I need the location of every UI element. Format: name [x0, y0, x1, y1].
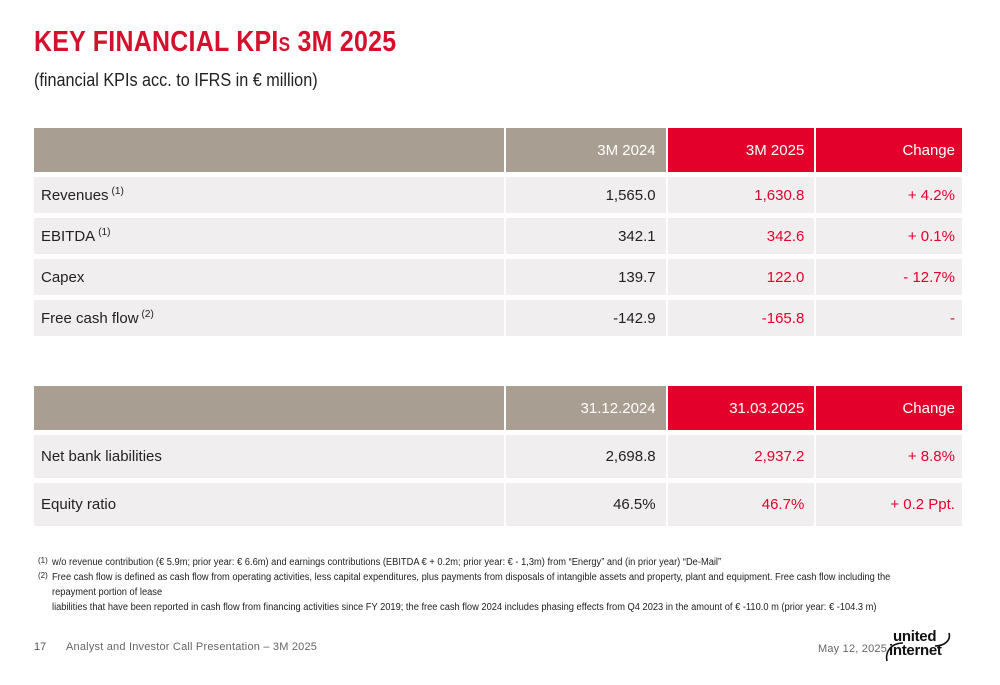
footnote-ref: (1)	[98, 226, 111, 238]
header-31-12-2024: 31.12.2024	[505, 386, 666, 430]
value-change: - 12.7%	[816, 259, 962, 295]
value-change: + 0.2 Ppt.	[816, 483, 962, 526]
presentation-date: May 12, 2025	[818, 643, 888, 655]
footnote-mark: (2)	[38, 571, 48, 580]
page-title: KEY FINANCIAL KPIS 3M 2025	[34, 26, 397, 58]
value-current: 2,937.2	[667, 435, 815, 478]
value-current: 122.0	[667, 259, 815, 295]
page-number: 17	[34, 641, 47, 653]
header-change: Change	[816, 386, 962, 430]
logo-text-united: united	[893, 628, 937, 645]
footnote-ref: (2)	[141, 308, 154, 320]
row-label: Free cash flow (2)	[34, 300, 504, 336]
value-current: -165.8	[667, 300, 815, 336]
table-row-free-cash-flow: Free cash flow (2) -142.9 -165.8 -	[34, 300, 962, 336]
row-label: EBITDA (1)	[34, 218, 504, 254]
footnote-2: (2) Free cash flow is defined as cash fl…	[38, 570, 958, 600]
footnote-mark	[38, 598, 52, 613]
value-prior: -142.9	[505, 300, 666, 336]
row-label: Revenues (1)	[34, 177, 504, 213]
value-prior: 139.7	[505, 259, 666, 295]
value-current: 46.7%	[667, 483, 815, 526]
table-row-equity-ratio: Equity ratio 46.5% 46.7% + 0.2 Ppt.	[34, 483, 962, 526]
footnote-mark: (1)	[38, 556, 48, 565]
footnote-1: (1) w/o revenue contribution (€ 5.9m; pr…	[38, 555, 958, 570]
row-label: Net bank liabilities	[34, 435, 504, 478]
value-prior: 46.5%	[505, 483, 666, 526]
kpi-table-balance: 31.12.2024 31.03.2025 Change Net bank li…	[34, 386, 962, 526]
footnote-text: w/o revenue contribution (€ 5.9m; prior …	[52, 557, 722, 568]
value-prior: 342.1	[505, 218, 666, 254]
logo-text-internet: internet	[889, 642, 942, 659]
footnote-text: liabilities that have been reported in c…	[52, 602, 877, 613]
table-row-ebitda: EBITDA (1) 342.1 342.6 + 0.1%	[34, 218, 962, 254]
value-current: 342.6	[667, 218, 815, 254]
header-label	[34, 386, 504, 430]
value-current: 1,630.8	[667, 177, 815, 213]
value-change: + 4.2%	[816, 177, 962, 213]
header-label	[34, 128, 504, 172]
footnote-2-continued: liabilities that have been reported in c…	[38, 600, 958, 615]
header-3m-2024: 3M 2024	[505, 128, 666, 172]
row-label: Equity ratio	[34, 483, 504, 526]
logo-swoosh-icon	[885, 632, 951, 662]
united-internet-logo: united internet	[883, 628, 953, 664]
page-subtitle: (financial KPIs acc. to IFRS in € millio…	[34, 70, 318, 90]
footnotes: (1) w/o revenue contribution (€ 5.9m; pr…	[38, 555, 958, 615]
table-row-capex: Capex 139.7 122.0 - 12.7%	[34, 259, 962, 295]
footnote-ref: (1)	[111, 185, 124, 197]
header-31-03-2025: 31.03.2025	[667, 386, 815, 430]
value-change: + 8.8%	[816, 435, 962, 478]
kpi-table-3m: 3M 2024 3M 2025 Change Revenues (1) 1,565…	[34, 128, 962, 336]
header-change: Change	[816, 128, 962, 172]
footnote-text: Free cash flow is defined as cash flow f…	[52, 572, 891, 598]
value-change: -	[816, 300, 962, 336]
presentation-name: Analyst and Investor Call Presentation –…	[66, 641, 318, 653]
table-row-net-bank-liabilities: Net bank liabilities 2,698.8 2,937.2 + 8…	[34, 435, 962, 478]
header-3m-2025: 3M 2025	[667, 128, 815, 172]
value-change: + 0.1%	[816, 218, 962, 254]
value-prior: 1,565.0	[505, 177, 666, 213]
row-label: Capex	[34, 259, 504, 295]
table-header-row: 3M 2024 3M 2025 Change	[34, 128, 962, 172]
value-prior: 2,698.8	[505, 435, 666, 478]
table-row-revenues: Revenues (1) 1,565.0 1,630.8 + 4.2%	[34, 177, 962, 213]
table-header-row: 31.12.2024 31.03.2025 Change	[34, 386, 962, 430]
